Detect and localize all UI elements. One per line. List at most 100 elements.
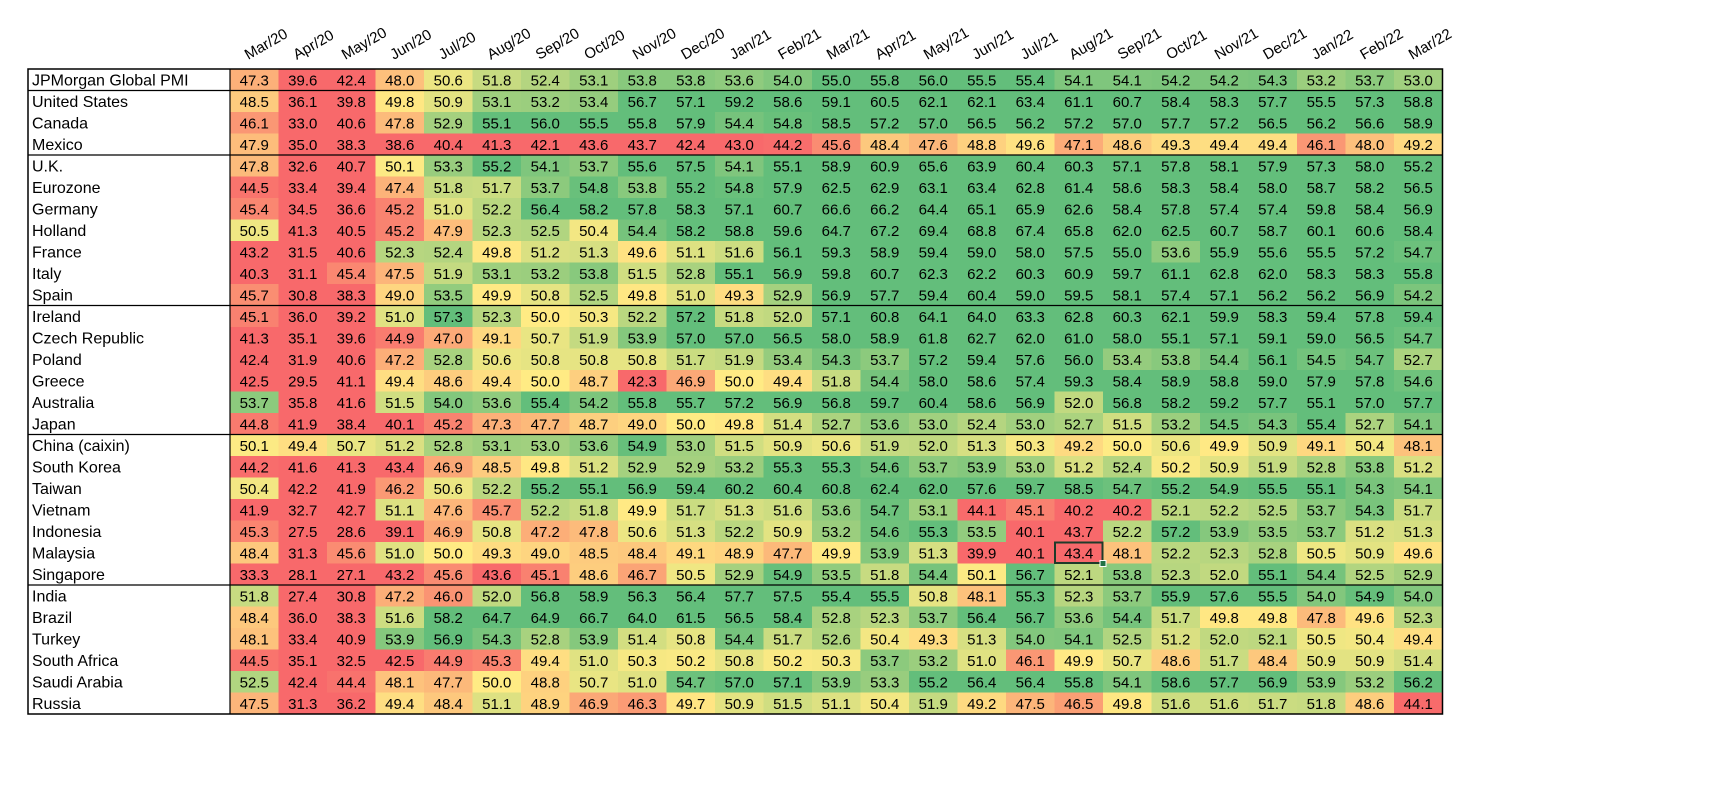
- heatmap-cell: [327, 563, 376, 586]
- cell-value: 46.9: [579, 696, 608, 713]
- row-label: Saudi Arabia: [32, 674, 123, 691]
- cell-value: 60.4: [919, 395, 948, 412]
- heatmap-cell: [1200, 520, 1249, 543]
- heatmap-cell: [618, 499, 667, 521]
- cell-value: 51.5: [773, 696, 802, 713]
- cell-value: 53.2: [531, 266, 560, 283]
- heatmap-cell: [424, 434, 473, 457]
- heatmap-cell: [1006, 628, 1055, 650]
- cell-value: 53.7: [870, 352, 899, 369]
- heatmap-cell: [521, 628, 570, 650]
- heatmap-cell: [957, 671, 1007, 693]
- heatmap-cell: [860, 241, 910, 263]
- heatmap-cell: [327, 305, 376, 328]
- row-label-cell: [28, 434, 230, 456]
- heatmap-cell: [472, 262, 522, 285]
- heatmap-cell: [1151, 112, 1201, 134]
- heatmap-cell: [957, 692, 1007, 715]
- heatmap-cell: [569, 305, 619, 328]
- heatmap-cell: [521, 241, 570, 263]
- heatmap-cell: [375, 499, 425, 521]
- heatmap-cell: [1345, 370, 1395, 392]
- heatmap-cell: [666, 176, 716, 199]
- heatmap-cell: [472, 671, 522, 693]
- heatmap-cell: [666, 606, 716, 629]
- row-label: South Africa: [32, 653, 118, 670]
- heatmap-cell: [909, 348, 958, 371]
- heatmap-cell: [860, 477, 910, 500]
- cell-value: 52.2: [628, 309, 657, 326]
- cell-value: 59.7: [1016, 481, 1045, 498]
- cell-value: 55.3: [773, 459, 802, 476]
- table-border: [27, 68, 1444, 715]
- heatmap-cell: [1151, 69, 1201, 91]
- heatmap-cell: [472, 112, 522, 134]
- heatmap-cell: [1200, 628, 1249, 650]
- cell-value: 54.4: [725, 631, 754, 648]
- heatmap-cell: [618, 563, 667, 586]
- heatmap-cell: [1248, 692, 1298, 715]
- heatmap-cell: [472, 606, 522, 629]
- cell-value: 53.5: [434, 287, 463, 304]
- heatmap-cell: [327, 327, 376, 349]
- heatmap-cell: [424, 305, 473, 328]
- cell-value: 44.8: [240, 416, 269, 433]
- cell-value: 51.2: [1355, 524, 1384, 541]
- heatmap-cell: [1345, 133, 1395, 156]
- cell-value: 41.3: [288, 223, 317, 240]
- heatmap-cell: [472, 520, 522, 543]
- cell-value: 60.8: [822, 481, 851, 498]
- cell-value: 54.2: [1404, 287, 1433, 304]
- cell-value: 55.4: [1307, 416, 1336, 433]
- cell-value: 51.3: [967, 438, 996, 455]
- cell-value: 45.3: [482, 653, 511, 670]
- cell-value: 42.2: [288, 481, 317, 498]
- cell-value: 50.9: [1307, 653, 1336, 670]
- heatmap-cell: [1394, 176, 1443, 199]
- cell-value: 57.3: [1307, 158, 1336, 175]
- heatmap-cell: [521, 133, 570, 156]
- heatmap-cell: [715, 155, 764, 177]
- cell-value: 49.4: [385, 696, 414, 713]
- heatmap-cell: [860, 456, 910, 478]
- heatmap-cell: [327, 219, 376, 242]
- cell-value: 51.8: [579, 502, 608, 519]
- cell-value: 57.5: [773, 588, 802, 605]
- cell-value: 51.2: [1161, 631, 1190, 648]
- heatmap-cell: [424, 606, 473, 629]
- heatmap-cell: [375, 649, 425, 672]
- cell-value: 35.1: [288, 330, 317, 347]
- heatmap-cell: [715, 391, 764, 414]
- cell-value: 49.4: [1404, 631, 1433, 648]
- selected-cell-outline: [1054, 541, 1104, 564]
- cell-value: 54.0: [773, 72, 802, 89]
- heatmap-cell: [424, 628, 473, 650]
- cell-value: 49.4: [1258, 137, 1287, 154]
- cell-value: 43.6: [482, 567, 511, 584]
- cell-value: 51.9: [725, 352, 754, 369]
- cell-value: 52.3: [1404, 610, 1433, 627]
- heatmap-cell: [1200, 69, 1249, 91]
- cell-value: 45.4: [337, 266, 366, 283]
- cell-value: 62.5: [1161, 223, 1190, 240]
- heatmap-cell: [1297, 692, 1346, 715]
- cell-value: 53.4: [773, 352, 802, 369]
- heatmap-cell: [666, 477, 716, 500]
- cell-value: 51.6: [1210, 696, 1239, 713]
- cell-value: 57.7: [1258, 94, 1287, 111]
- cell-value: 54.4: [725, 115, 754, 132]
- heatmap-cell: [1200, 176, 1249, 199]
- row-label: Russia: [32, 696, 81, 713]
- cell-value: 54.9: [1355, 588, 1384, 605]
- heatmap-cell: [278, 391, 328, 414]
- cell-value: 58.5: [1064, 481, 1093, 498]
- heatmap-cell: [375, 262, 425, 285]
- cell-value: 47.2: [531, 524, 560, 541]
- cell-value: 55.5: [870, 588, 899, 605]
- cell-value: 51.9: [434, 266, 463, 283]
- heatmap-cell: [1248, 370, 1298, 392]
- heatmap-cell: [375, 327, 425, 349]
- cell-value: 55.3: [919, 524, 948, 541]
- heatmap-cell: [909, 133, 958, 156]
